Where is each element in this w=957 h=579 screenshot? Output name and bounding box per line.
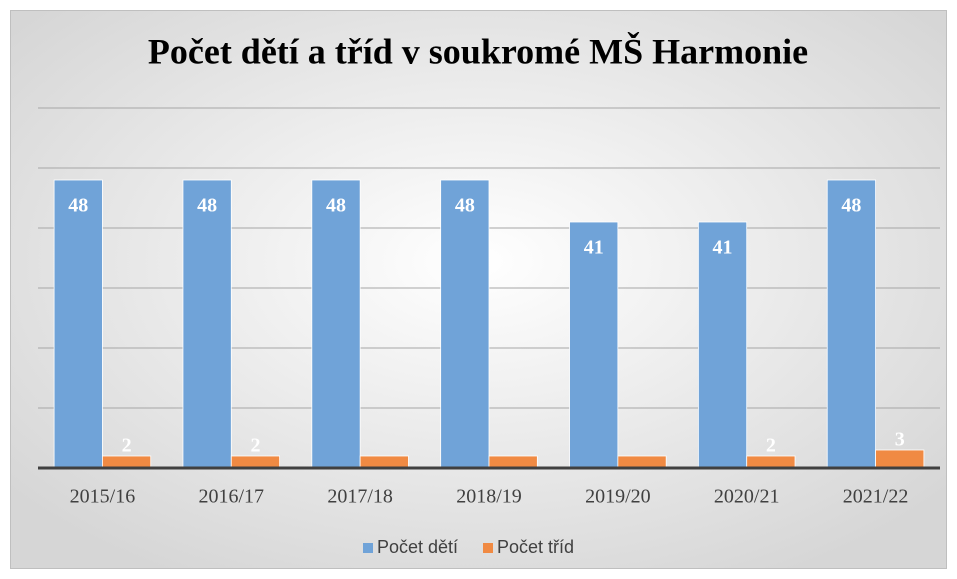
x-tick-label: 2020/21: [714, 486, 780, 508]
bar: [569, 221, 619, 469]
x-tick-label: 2017/18: [327, 486, 393, 508]
bar: [182, 179, 232, 469]
bar: [230, 455, 281, 469]
bar: [697, 221, 748, 469]
bar: [826, 179, 876, 469]
legend-label: Počet dětí: [377, 537, 458, 557]
data-label: 48: [197, 195, 217, 217]
bar: [102, 455, 152, 469]
x-tick-label: 2019/20: [585, 486, 651, 508]
legend-swatch: [483, 543, 493, 553]
data-label: 41: [584, 237, 604, 259]
x-tick-label: 2018/19: [456, 486, 522, 508]
data-label: 48: [455, 195, 475, 217]
data-label: 3: [895, 429, 905, 451]
legend-label: Počet tříd: [497, 537, 574, 557]
bar: [875, 449, 925, 469]
bar: [311, 179, 361, 469]
bar: [746, 455, 796, 469]
bar: [617, 455, 667, 469]
x-tick-label: 2016/17: [199, 486, 265, 508]
bar: [488, 455, 538, 469]
bar: [440, 179, 490, 469]
data-label: 48: [841, 195, 861, 217]
data-label: 2: [250, 435, 260, 457]
data-label: 48: [326, 195, 346, 217]
bar: [359, 455, 409, 469]
data-label: 2: [122, 435, 132, 457]
data-label: 48: [68, 195, 88, 217]
x-tick-label: 2021/22: [843, 486, 909, 508]
chart-title: Počet dětí a tříd v soukromé MŠ Harmonie: [148, 31, 808, 71]
data-label: 41: [713, 237, 733, 259]
bar: [53, 179, 103, 469]
x-tick-label: 2015/16: [70, 486, 136, 508]
data-label: 2: [766, 435, 776, 457]
legend-swatch: [363, 543, 373, 553]
